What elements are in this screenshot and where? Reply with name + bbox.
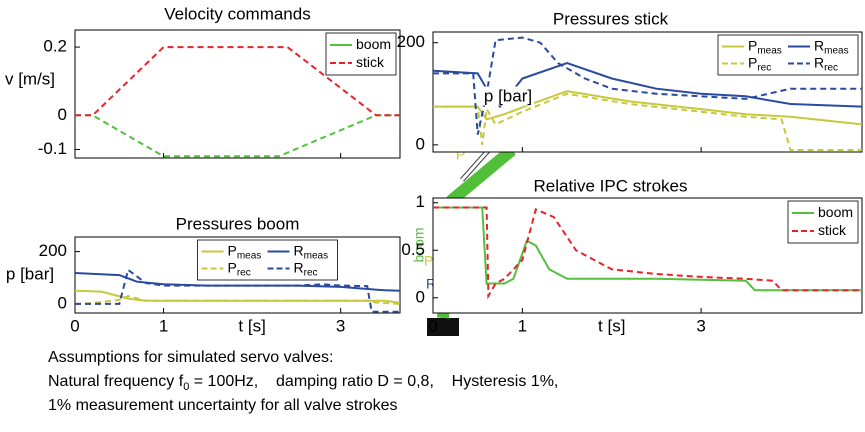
- caption-text: = 100Hz, damping ratio D = 0,8, Hysteres…: [189, 373, 558, 390]
- y-tick-label: -0.1: [38, 139, 67, 158]
- y-label: p [bar]: [484, 86, 532, 105]
- legend-name: P: [228, 259, 237, 275]
- legend-name: P: [228, 242, 237, 258]
- legend-box: [325, 32, 397, 76]
- line-series: [433, 206, 862, 300]
- plot-area: [433, 36, 862, 151]
- x-tick-label: 0: [70, 316, 79, 335]
- legend-sub: rec: [304, 267, 318, 278]
- legend-label: Rrec: [294, 259, 318, 278]
- legend-name: R: [814, 54, 824, 70]
- y-tick-label: 1: [416, 192, 425, 211]
- legend-name: R: [814, 37, 824, 53]
- y-tick-label: 200: [397, 32, 425, 51]
- legend-name: R: [294, 242, 304, 258]
- legend-label: Pmeas: [228, 242, 262, 261]
- chart-title: Velocity commands: [164, 4, 310, 23]
- base: [427, 318, 459, 336]
- legend-label: Prec: [748, 54, 771, 73]
- legend-label: Pmeas: [748, 37, 782, 56]
- legend-sub: meas: [304, 250, 328, 261]
- y-label-bg: [481, 86, 535, 106]
- legend-name: boom: [818, 204, 853, 220]
- y-tick-label: 0: [58, 105, 67, 124]
- legend-sub: rec: [824, 62, 838, 73]
- line-series: [433, 36, 862, 135]
- plot-area: [75, 46, 400, 158]
- y-label: v [m/s]: [5, 69, 55, 88]
- y-label: p [bar]: [6, 264, 54, 283]
- chart: Relative IPC strokes 0 0.5 1 0 1 3 t [s] boom sti…: [401, 176, 863, 335]
- plot-area: [75, 268, 400, 313]
- legend-name: stick: [356, 54, 385, 70]
- legend-name: stick: [818, 222, 847, 238]
- line-series: [75, 46, 400, 117]
- boom-p-label: P: [424, 253, 433, 269]
- legend-label: Rmeas: [814, 37, 849, 56]
- x-label: t [s]: [598, 316, 625, 335]
- stick-p-label: P: [456, 147, 465, 163]
- x-tick-label: 3: [336, 316, 345, 335]
- caption-line: 1% measurement uncertainty for all valve…: [48, 397, 397, 414]
- line-series: [433, 206, 862, 292]
- legend-sub: meas: [757, 45, 781, 56]
- legend-name: boom: [356, 36, 391, 52]
- legend: boom stick: [787, 200, 859, 244]
- x-tick-label: 1: [159, 316, 168, 335]
- chart-title: Relative IPC strokes: [534, 176, 688, 195]
- caption: Assumptions for simulated servo valves: …: [48, 349, 558, 414]
- y-tick-label: 0: [58, 293, 67, 312]
- boom-r-label: R: [426, 276, 436, 292]
- legend-label: Prec: [228, 259, 251, 278]
- legend: boom stick: [325, 32, 397, 76]
- plot-area: [433, 206, 862, 300]
- chart: Velocity commands -0.1 0 0.2 v [m/s] boom stic…: [5, 4, 401, 159]
- y-tick-label: 0: [416, 134, 425, 153]
- legend-sub: meas: [824, 45, 848, 56]
- y-tick-label: 0.2: [43, 37, 67, 56]
- line-series: [433, 90, 862, 126]
- caption-sub: 0: [183, 381, 189, 393]
- legend-label: Rmeas: [294, 242, 329, 261]
- x-tick-label: 0: [428, 316, 437, 335]
- boom-label: boom: [411, 227, 427, 262]
- legend-box: [717, 34, 859, 76]
- legend-label: boom: [818, 204, 853, 220]
- caption-text: Natural frequency f: [48, 373, 184, 390]
- y-tick-label: 200: [39, 241, 67, 260]
- legend-sub: rec: [757, 62, 771, 73]
- x-tick-label: 3: [696, 316, 705, 335]
- line-series: [433, 92, 862, 151]
- chart-title: Pressures stick: [553, 9, 669, 28]
- legend-box: [787, 200, 859, 244]
- legend-sub: rec: [237, 267, 251, 278]
- line-series: [75, 268, 400, 313]
- line-series: [75, 289, 400, 304]
- legend-name: R: [294, 259, 304, 275]
- y-tick-label: 0: [416, 287, 425, 306]
- y-tick-label: 0.5: [401, 240, 425, 259]
- legend-box: [197, 239, 338, 281]
- chart-title: Pressures boom: [176, 214, 300, 233]
- legend-label: boom: [356, 36, 391, 52]
- legend-label: Rrec: [814, 54, 838, 73]
- caption-line: Natural frequency f0 = 100Hz, damping ra…: [48, 373, 558, 393]
- caption-line: Assumptions for simulated servo valves:: [48, 349, 333, 366]
- legend-label: stick: [356, 54, 385, 70]
- x-label: t [s]: [238, 316, 265, 335]
- legend-name: P: [748, 37, 757, 53]
- legend-name: P: [748, 54, 757, 70]
- x-tick-label: 1: [518, 316, 527, 335]
- legend-sub: meas: [237, 250, 261, 261]
- legend-label: stick: [818, 222, 847, 238]
